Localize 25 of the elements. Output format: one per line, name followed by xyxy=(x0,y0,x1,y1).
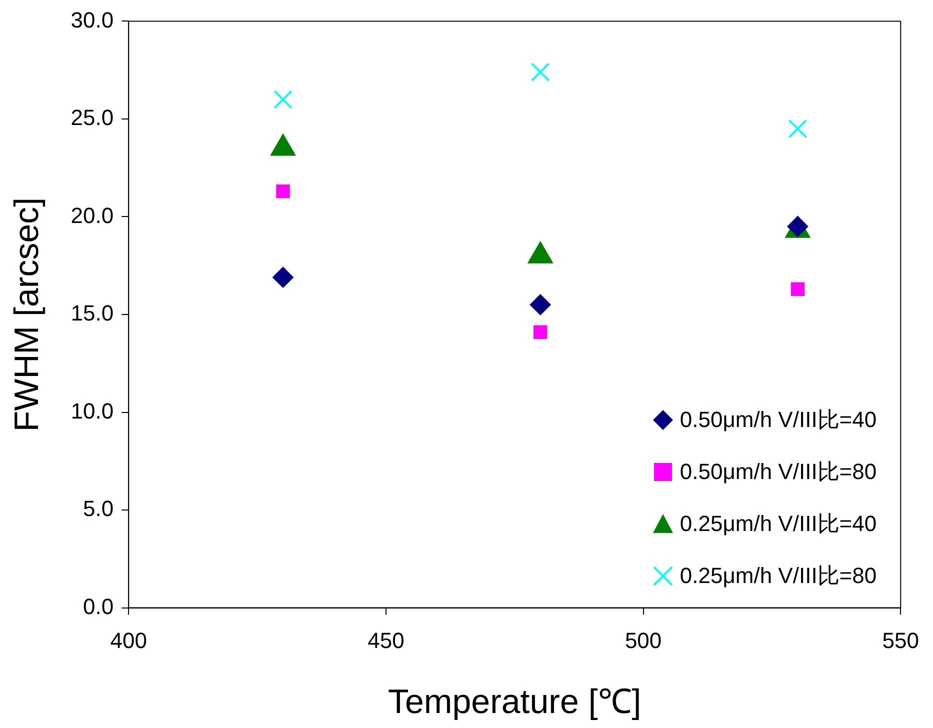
y-tick-label: 0.0 xyxy=(83,594,114,619)
y-tick-label: 30.0 xyxy=(70,7,114,32)
x-tick-label: 400 xyxy=(110,628,147,654)
y-tick-label: 5.0 xyxy=(83,496,114,522)
point xyxy=(274,90,293,109)
point xyxy=(276,184,290,198)
point xyxy=(790,282,805,296)
legend-label: 0.50μm/h V/III比=80 xyxy=(680,458,877,486)
x-axis-title: Temperature [℃] xyxy=(388,682,642,721)
point xyxy=(788,119,808,138)
y-axis-title: FWHM [arcsec] xyxy=(8,197,46,432)
point xyxy=(530,294,551,316)
legend-label: 0.25μm/h V/III比=80 xyxy=(680,562,877,590)
y-tick-label: 10.0 xyxy=(70,398,114,424)
legend-label: 0.50μm/h V/III比=40 xyxy=(680,406,877,434)
legend-label: 0.25μm/h V/III比=40 xyxy=(680,510,877,538)
x-tick-label: 550 xyxy=(882,628,920,654)
point xyxy=(534,325,548,339)
y-tick-label: 15.0 xyxy=(70,300,114,326)
y-tick-label: 20.0 xyxy=(70,202,114,228)
x-tick-label: 450 xyxy=(368,628,404,654)
point xyxy=(530,62,550,82)
y-tick-label: 25.0 xyxy=(70,105,114,130)
point xyxy=(272,266,294,288)
x-tick-label: 500 xyxy=(624,628,662,654)
